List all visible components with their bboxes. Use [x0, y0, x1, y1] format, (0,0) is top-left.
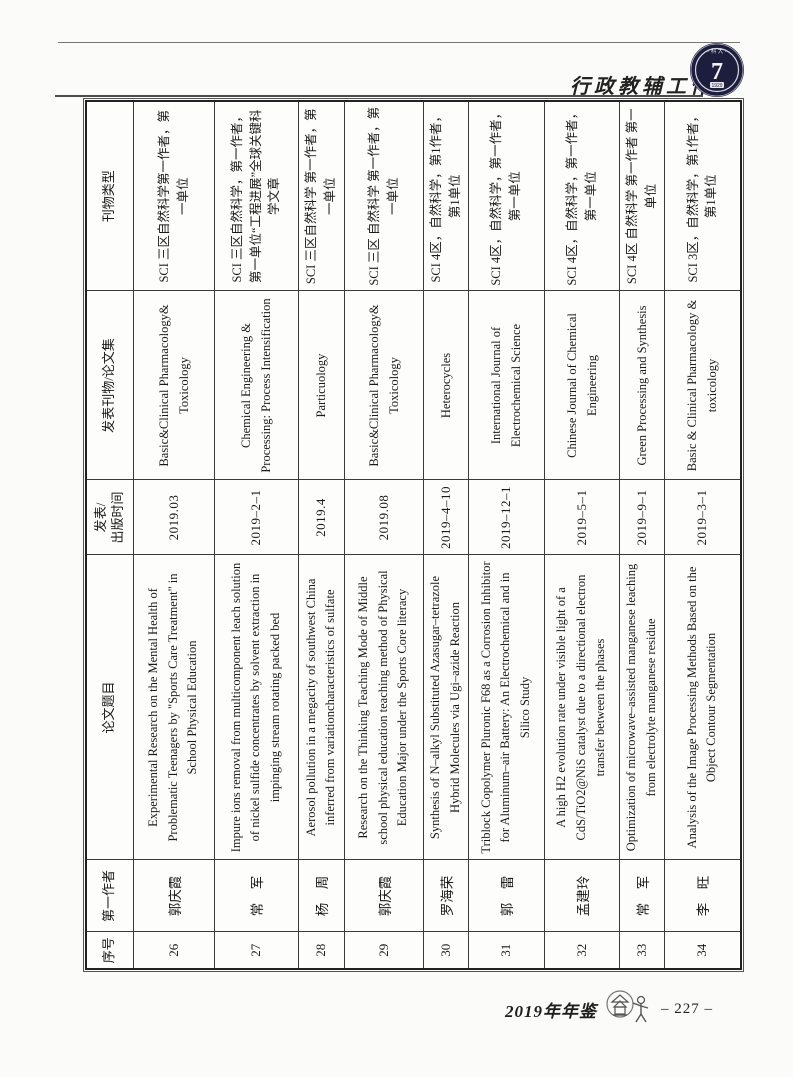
cell-title: Research on the Thinking Teaching Mode o… — [344, 555, 423, 860]
cell-author: 罗海荣 — [423, 860, 468, 932]
section-title: 行政教辅工作 — [570, 76, 714, 98]
cell-index: 29 — [344, 932, 423, 969]
cell-type: SCI 4区 自然科学 第一作者 第一单位 — [619, 101, 664, 291]
cell-type: SCI 4区，自然科学，第一作者，第一单位 — [544, 101, 619, 291]
cell-index: 30 — [423, 932, 468, 969]
cell-journal: International Journal of Electrochemical… — [468, 291, 544, 480]
cell-title: Optimization of microwave–assisted manga… — [619, 555, 664, 860]
cell-author: 常 军 — [214, 860, 298, 932]
cell-date: 2019–9–1 — [619, 480, 664, 555]
cell-date: 2019–5–1 — [544, 480, 619, 555]
table-row: 27 常 军 Impure ions removal from multicom… — [214, 101, 298, 969]
cell-type: SCI 三区自然科学第一作者，第一单位 — [133, 101, 214, 291]
university-seal-icon: 7 1929 · 科 大 · — [688, 38, 746, 107]
cell-date: 2019–3–1 — [664, 480, 741, 555]
table-row: 31 郭 雷 Triblock Copolymer Pluronic F68 a… — [468, 101, 544, 969]
cell-journal: Basic&Clinical Pharmacology& Toxicology — [344, 291, 423, 480]
cell-journal: Chemical Engineering & Processing: Proce… — [214, 291, 298, 480]
cell-journal: Heterocycles — [423, 291, 468, 480]
publications-table-rotated: 序号 第一作者 论文题目 发表/出版时间 发表刊物/论文集 刊物类型 26 郭庆… — [83, 97, 744, 973]
column-header-date: 发表/出版时间 — [86, 480, 133, 555]
cell-title: Impure ions removal from multicomponent … — [214, 555, 298, 860]
table-row: 28 杨 周 Aerosol pollution in a megacity o… — [298, 101, 344, 969]
cell-author: 常 军 — [619, 860, 664, 932]
cell-journal: Chinese Journal of Chemical Engineering — [544, 291, 619, 480]
cell-journal: Particuology — [298, 291, 344, 480]
table-row: 33 常 军 Optimization of microwave–assiste… — [619, 101, 664, 969]
cell-type: SCI 三区自然科学 第一作者，第一单位 — [298, 101, 344, 291]
column-header-title: 论文题目 — [86, 555, 133, 860]
page-number: – 227 – — [661, 1001, 713, 1017]
cell-author: 郭 雷 — [468, 860, 544, 932]
yearbook-label: 2019年年鉴 — [505, 1002, 597, 1021]
table-row: 29 郭庆霞 Research on the Thinking Teaching… — [344, 101, 423, 969]
column-header-type: 刊物类型 — [86, 101, 133, 291]
svg-text:7: 7 — [711, 59, 723, 85]
cell-title: A high H2 evolution rate under visible l… — [544, 555, 619, 860]
cell-author: 杨 周 — [298, 860, 344, 932]
cell-type: SCI 三区 自然科学 第一作者，第一单位 — [344, 101, 423, 291]
column-header-author: 第一作者 — [86, 860, 133, 932]
table-row: 26 郭庆霞 Experimental Research on the Ment… — [133, 101, 214, 969]
table-row: 32 孟建玲 A high H2 evolution rate under vi… — [544, 101, 619, 969]
cell-journal: Basic&Clinical Pharmacology& Toxicology — [133, 291, 214, 480]
cell-index: 31 — [468, 932, 544, 969]
column-header-journal: 发表刊物/论文集 — [86, 291, 133, 480]
cell-date: 2019–4–10 — [423, 480, 468, 555]
cell-date: 2019–2–1 — [214, 480, 298, 555]
table-header-row: 序号 第一作者 论文题目 发表/出版时间 发表刊物/论文集 刊物类型 — [86, 101, 133, 969]
pagoda-mascot-icon — [604, 988, 654, 1031]
cell-type: SCI 4区，自然科学，第1作者，第1单位 — [423, 101, 468, 291]
header-divider — [55, 95, 703, 97]
cell-date: 2019.4 — [298, 480, 344, 555]
cell-author: 李 旺 — [664, 860, 741, 932]
cell-date: 2019.03 — [133, 480, 214, 555]
scan-edge-line — [58, 42, 740, 43]
cell-title: Analysis of the Image Processing Methods… — [664, 555, 741, 860]
cell-index: 26 — [133, 932, 214, 969]
cell-date: 2019.08 — [344, 480, 423, 555]
cell-author: 郭庆霞 — [133, 860, 214, 932]
cell-index: 33 — [619, 932, 664, 969]
cell-author: 孟建玲 — [544, 860, 619, 932]
cell-title: Experimental Research on the Mental Heal… — [133, 555, 214, 860]
cell-index: 27 — [214, 932, 298, 969]
table-row: 30 罗海荣 Synthesis of N–alkyl Substituted … — [423, 101, 468, 969]
cell-author: 郭庆霞 — [344, 860, 423, 932]
cell-type: SCI 3区，自然科学，第1作者，第1单位 — [664, 101, 741, 291]
cell-journal: Basic & Clinical Pharmacology & toxicolo… — [664, 291, 741, 480]
date-header-line2: 出版时间 — [109, 491, 125, 544]
cell-index: 32 — [544, 932, 619, 969]
cell-title: Triblock Copolymer Pluronic F68 as a Cor… — [468, 555, 544, 860]
date-header-line1: 发表/ — [92, 502, 108, 533]
publications-table: 序号 第一作者 论文题目 发表/出版时间 发表刊物/论文集 刊物类型 26 郭庆… — [83, 97, 744, 973]
cell-type: SCI 4区，自然科学，第一作者，第一单位 — [468, 101, 544, 291]
cell-index: 34 — [664, 932, 741, 969]
cell-type: SCI 三区自然科学，第一作者，第一单位“工程进展”全球关键科学文章 — [214, 101, 298, 291]
cell-index: 28 — [298, 932, 344, 969]
cell-journal: Green Processing and Synthesis — [619, 291, 664, 480]
table-row: 34 李 旺 Analysis of the Image Processing … — [664, 101, 741, 969]
column-header-index: 序号 — [86, 932, 133, 969]
cell-title: Synthesis of N–alkyl Substituted Azasuga… — [423, 555, 468, 860]
page-footer: 2019年年鉴 – 227 – — [505, 988, 713, 1031]
cell-date: 2019–12–1 — [468, 480, 544, 555]
svg-text:1929: 1929 — [711, 83, 722, 89]
svg-text:· 科 大 ·: · 科 大 · — [707, 47, 726, 55]
cell-title: Aerosol pollution in a megacity of south… — [298, 555, 344, 860]
